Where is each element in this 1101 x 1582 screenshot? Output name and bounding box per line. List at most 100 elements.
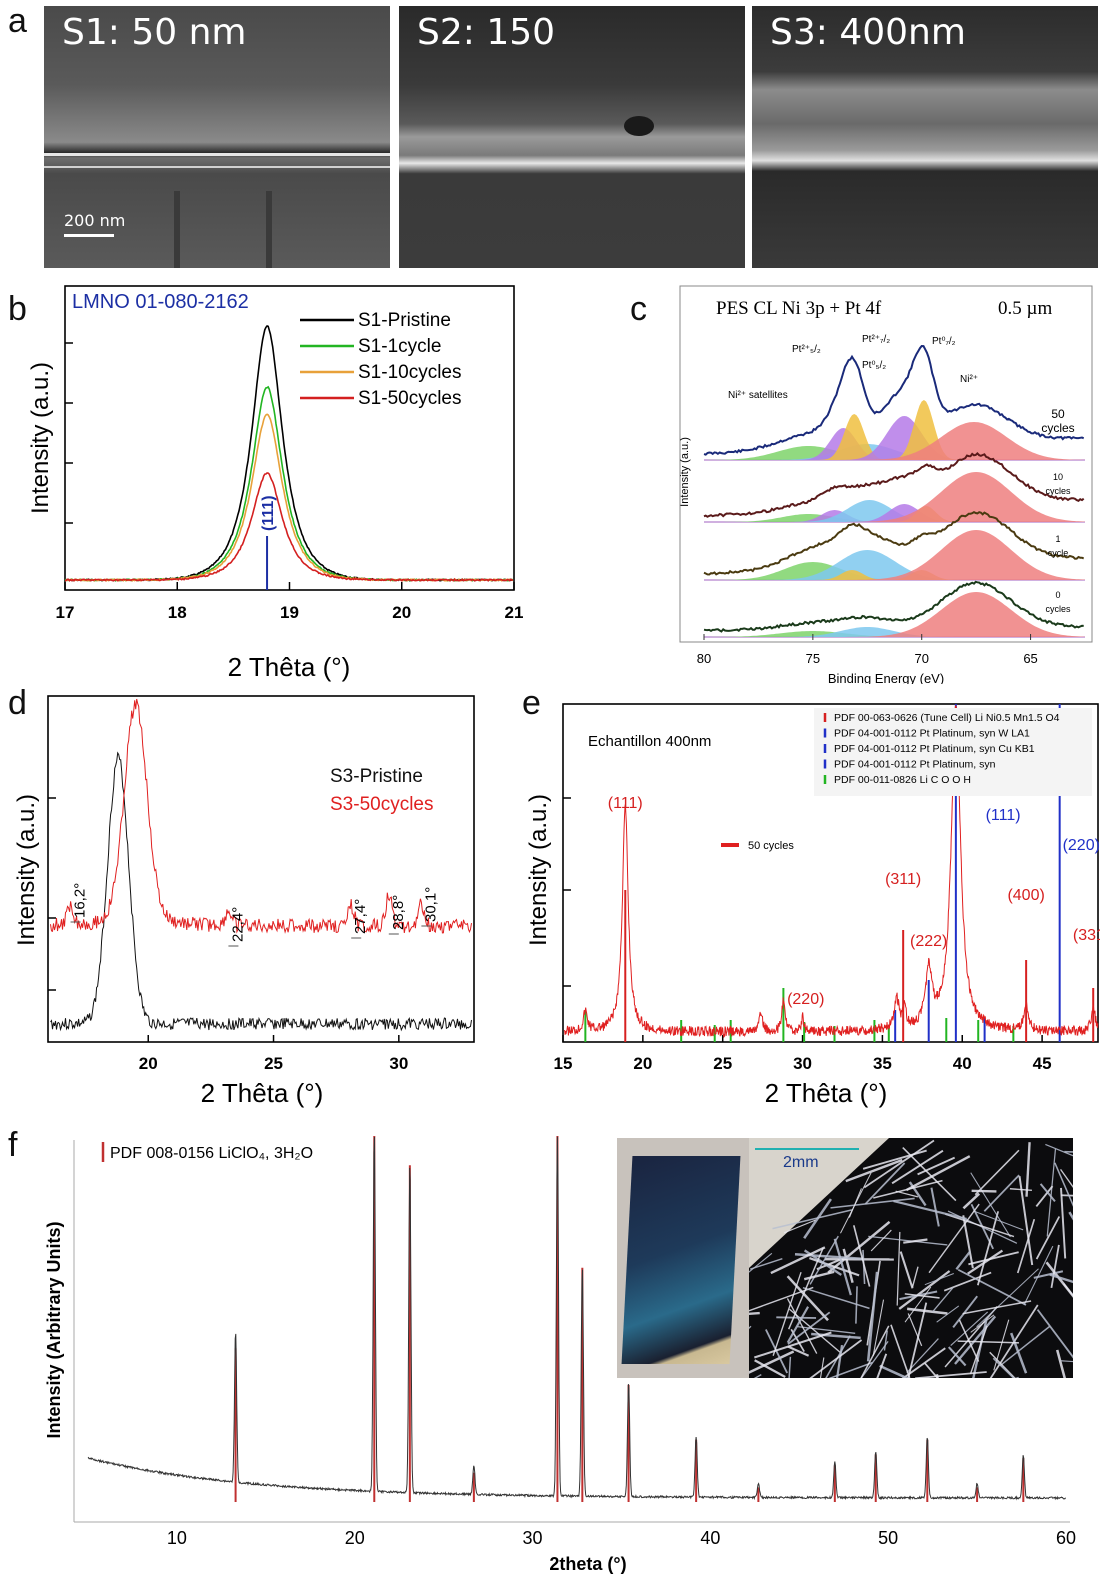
chart-e-xtick-label: 40 (953, 1054, 972, 1073)
chart-c-peak-label: Pt⁰₅/₂ (862, 360, 886, 371)
crystal-needle (973, 1210, 1024, 1231)
crystal-needle (971, 1189, 997, 1193)
crystal-needle (905, 1155, 971, 1192)
crystal-needle (917, 1156, 956, 1176)
crystal-needle (893, 1200, 967, 1220)
crystal-needle (753, 1374, 762, 1378)
inset-scale-bar (755, 1148, 859, 1150)
chart-e-peak-label: (222) (910, 933, 947, 950)
crystal-needle (970, 1314, 995, 1333)
chart-d-annotation-label: 30,1° (422, 887, 439, 922)
crystal-needle (749, 1286, 814, 1312)
sem-label-s1: S1: 50 nm (62, 12, 247, 53)
chart-d-annotation-label: 27,4° (352, 899, 369, 934)
crystal-needle (947, 1346, 967, 1367)
crystal-needle (896, 1231, 901, 1306)
chart-e-ylabel: Intensity (a.u.) (525, 794, 552, 946)
chart-e-peak-label: (400) (1007, 887, 1044, 904)
chart-c-fit-component (704, 631, 1085, 637)
chart-e: 15 20 25 30 35 40 45 (111) (220) (311) (222) (400)… (525, 703, 1100, 1108)
crystal-needle (788, 1356, 792, 1378)
chart-e-xtick-label: 25 (713, 1054, 732, 1073)
chart-e-legend-label: PDF 00-011-0826 Li C O O H (834, 774, 971, 786)
crystal-needle (879, 1364, 910, 1378)
crystal-needle (783, 1219, 816, 1234)
crystal-needle (930, 1187, 940, 1227)
chart-e-peak-label: (111) (608, 795, 643, 812)
sem-image-s1: S1: 50 nm 200 nm (44, 6, 390, 268)
crystal-needle (845, 1158, 903, 1183)
chart-b-xtick-label: 21 (505, 603, 524, 622)
crystal-needle (1046, 1148, 1057, 1237)
chart-e-peak-label: (331) (1073, 927, 1100, 944)
chart-e-legend-box (814, 708, 1092, 796)
crystal-needle (1010, 1332, 1028, 1374)
crystal-needle (890, 1324, 911, 1378)
chart-b-legend-label: S1-1cycle (358, 336, 441, 357)
chart-d-legend-label: S3-Pristine (330, 766, 423, 787)
chart-c-trace-0 (703, 344, 1085, 456)
crystal-needle (1045, 1143, 1073, 1157)
chart-e-xtick-label: 15 (554, 1054, 573, 1073)
crystal-needle (952, 1295, 978, 1328)
crystal-needle (907, 1302, 928, 1378)
chart-b-frame (64, 285, 515, 591)
crystal-needle (1036, 1309, 1073, 1359)
chart-c-fit-component (704, 592, 1085, 637)
crystal-needle (802, 1286, 870, 1310)
crystal-needle (868, 1235, 948, 1246)
chart-e-peak-label: (220) (787, 991, 824, 1008)
crystal-needle (891, 1149, 944, 1185)
chart-d-annotation-label: 16,2° (72, 883, 89, 918)
chart-c-xtick-label: 65 (1023, 651, 1037, 666)
chart-c-trace-2 (703, 510, 1085, 576)
chart-c-peak-label: Pt²⁺₅/₂ (792, 344, 821, 355)
crystal-needle (787, 1247, 824, 1330)
crystal-needle (928, 1203, 980, 1274)
crystal-needle (936, 1305, 960, 1323)
crystal-needle (970, 1172, 1011, 1238)
crystal-needle (901, 1347, 946, 1378)
chart-f: 10 20 30 40 50 60 PDF 008-0156 LiClO₄, 3H₂O 2… (44, 1136, 1076, 1574)
crystal-needle (972, 1318, 988, 1378)
crystal-needle (840, 1172, 872, 1234)
chart-c-fit-component (704, 422, 1085, 460)
crystal-needle (787, 1345, 810, 1357)
crystal-needle (1060, 1187, 1067, 1259)
chart-d-xtick-label: 30 (389, 1054, 408, 1073)
crystal-needle (943, 1271, 992, 1292)
chart-d-legend-label: S3-50cycles (330, 794, 434, 815)
sem-label-s3: S3: 400nm (770, 12, 966, 53)
crystal-needle (872, 1299, 885, 1356)
chart-f-xtick-label: 50 (878, 1528, 898, 1548)
inset-photo-crystals: 2mm (749, 1138, 1073, 1378)
chart-f-xtick-label: 20 (345, 1528, 365, 1548)
chart-e-legend-label: PDF 04-001-0112 Pt Platinum, syn Cu KB1 (834, 743, 1035, 755)
crystal-needle (830, 1197, 915, 1209)
chart-b-xtick-label: 19 (280, 603, 299, 622)
chart-b-series-1 (64, 385, 514, 582)
crystal-needle (819, 1357, 825, 1378)
crystal-needle (957, 1268, 1027, 1306)
panel-letter-b: b (8, 290, 27, 328)
sem-image-s2: S2: 150 (399, 6, 745, 268)
scale-bar-line (64, 234, 114, 237)
crystal-needle (976, 1268, 1039, 1328)
chart-e-legend-label: PDF 00-063-0626 (Tune Cell) Li Ni0.5 Mn1… (834, 712, 1060, 724)
chart-e-xlabel: 2 Thêta (°) (765, 1078, 888, 1108)
crystal-needle (962, 1192, 981, 1210)
crystal-needle (944, 1306, 998, 1368)
chart-b-xtick-label: 20 (392, 603, 411, 622)
chart-e-peak-label: (311) (885, 871, 921, 888)
crystal-needle (833, 1238, 852, 1296)
chart-f-series (87, 1136, 1066, 1501)
crystal-needle (749, 1252, 773, 1273)
crystal-needle (969, 1325, 988, 1375)
crystal-needle (1018, 1175, 1034, 1266)
chart-c-title: PES CL Ni 3p + Pt 4f (716, 298, 882, 319)
crystal-needle (1045, 1261, 1073, 1298)
sem-image-s3: S3: 400nm (752, 6, 1098, 268)
crystal-needle (860, 1340, 889, 1378)
chart-e-series-label: 50 cycles (748, 840, 794, 852)
crystal-needle (904, 1293, 940, 1299)
